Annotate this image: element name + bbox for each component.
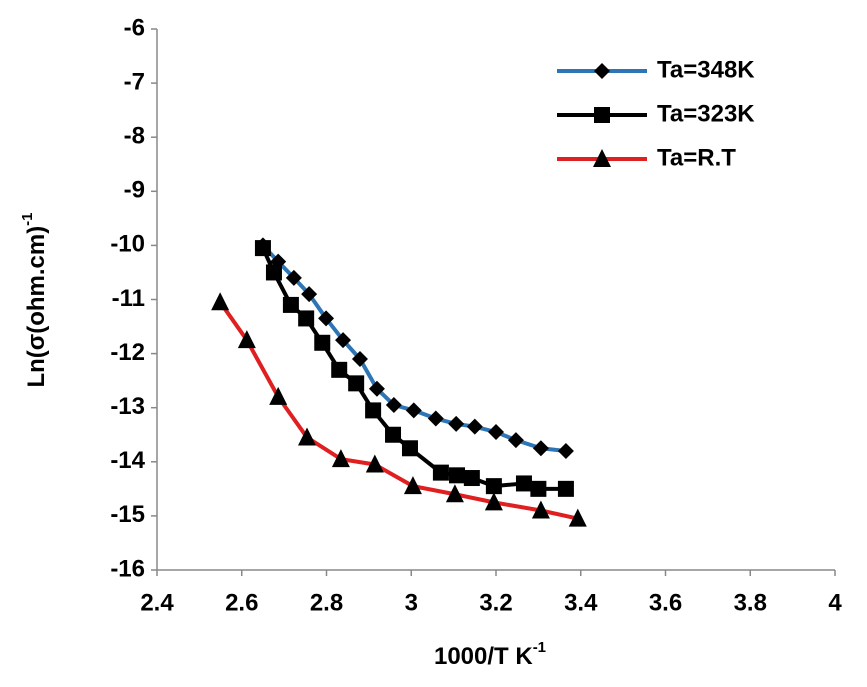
series-line: [261, 244, 567, 453]
legend-marker: [593, 149, 611, 167]
y-label-main: Ln(σ(ohm.cm): [23, 226, 50, 388]
data-point: [507, 432, 524, 449]
data-point: [485, 478, 502, 495]
data-point: [448, 415, 465, 432]
y-axis-label: Ln(σ(ohm.cm)-1: [19, 212, 50, 387]
data-point: [265, 264, 282, 281]
x-tick-label: 3.4: [564, 589, 598, 616]
data-point: [318, 310, 335, 327]
y-tick-label: -7: [124, 68, 145, 95]
data-point: [568, 508, 587, 527]
legend-label: Ta=348K: [657, 56, 755, 83]
legend-label: Ta=R.T: [657, 144, 736, 171]
x-tick-label: 2.4: [140, 589, 174, 616]
data-point: [484, 492, 503, 511]
data-point: [557, 480, 574, 497]
data-point: [254, 240, 271, 257]
data-point: [314, 334, 331, 351]
data-point: [405, 402, 422, 419]
data-point: [401, 440, 418, 457]
y-tick-label: -12: [110, 339, 145, 366]
x-tick-label: 3: [405, 589, 418, 616]
x-tick-label: 2.8: [310, 589, 343, 616]
data-point: [298, 310, 315, 327]
x-tick-label: 2.6: [225, 589, 258, 616]
data-point: [463, 470, 480, 487]
y-tick-label: -16: [110, 555, 145, 582]
data-point: [403, 476, 422, 495]
y-tick-label: -13: [110, 393, 145, 420]
data-point: [282, 296, 299, 313]
y-tick-label: -14: [110, 447, 145, 474]
data-point: [449, 467, 466, 484]
data-point: [515, 475, 532, 492]
data-point: [331, 449, 350, 468]
data-point: [237, 330, 256, 349]
x-label-main: 1000/T K: [434, 643, 533, 670]
data-point: [331, 361, 348, 378]
data-point: [351, 351, 368, 368]
data-point: [301, 286, 318, 303]
data-point: [298, 427, 317, 446]
data-point: [427, 410, 444, 427]
data-point: [531, 500, 550, 519]
data-point: [285, 269, 302, 286]
y-tick-label: -8: [124, 123, 145, 150]
data-point: [488, 424, 504, 441]
x-tick-label: 3.2: [479, 589, 512, 616]
data-point: [335, 332, 352, 349]
data-point: [211, 292, 230, 311]
legend-marker: [594, 107, 610, 123]
data-point: [530, 480, 547, 497]
data-point: [348, 375, 365, 392]
data-point: [445, 484, 464, 503]
x-tick-label: 3.8: [734, 589, 767, 616]
data-point: [432, 464, 449, 481]
y-tick-label: -15: [110, 501, 145, 528]
y-tick-label: -11: [112, 285, 145, 312]
y-tick-label: -6: [124, 14, 145, 41]
legend-label: Ta=323K: [657, 100, 755, 127]
y-label-sup: -1: [19, 212, 36, 225]
legend-marker: [594, 63, 610, 79]
data-point: [385, 426, 402, 443]
data-point: [466, 418, 483, 435]
data-point: [557, 442, 574, 459]
data-point: [385, 396, 402, 413]
x-tick-label: 4: [828, 589, 842, 616]
data-point: [365, 454, 384, 473]
x-label-sup: -1: [533, 639, 546, 656]
data-point: [365, 402, 382, 419]
data-point: [532, 440, 549, 457]
data-point: [368, 380, 385, 397]
data-point: [269, 386, 288, 405]
x-tick-label: 3.6: [649, 589, 682, 616]
x-axis-label: 1000/T K-1: [434, 639, 546, 670]
y-tick-label: -9: [124, 177, 145, 204]
y-tick-label: -10: [110, 231, 145, 258]
